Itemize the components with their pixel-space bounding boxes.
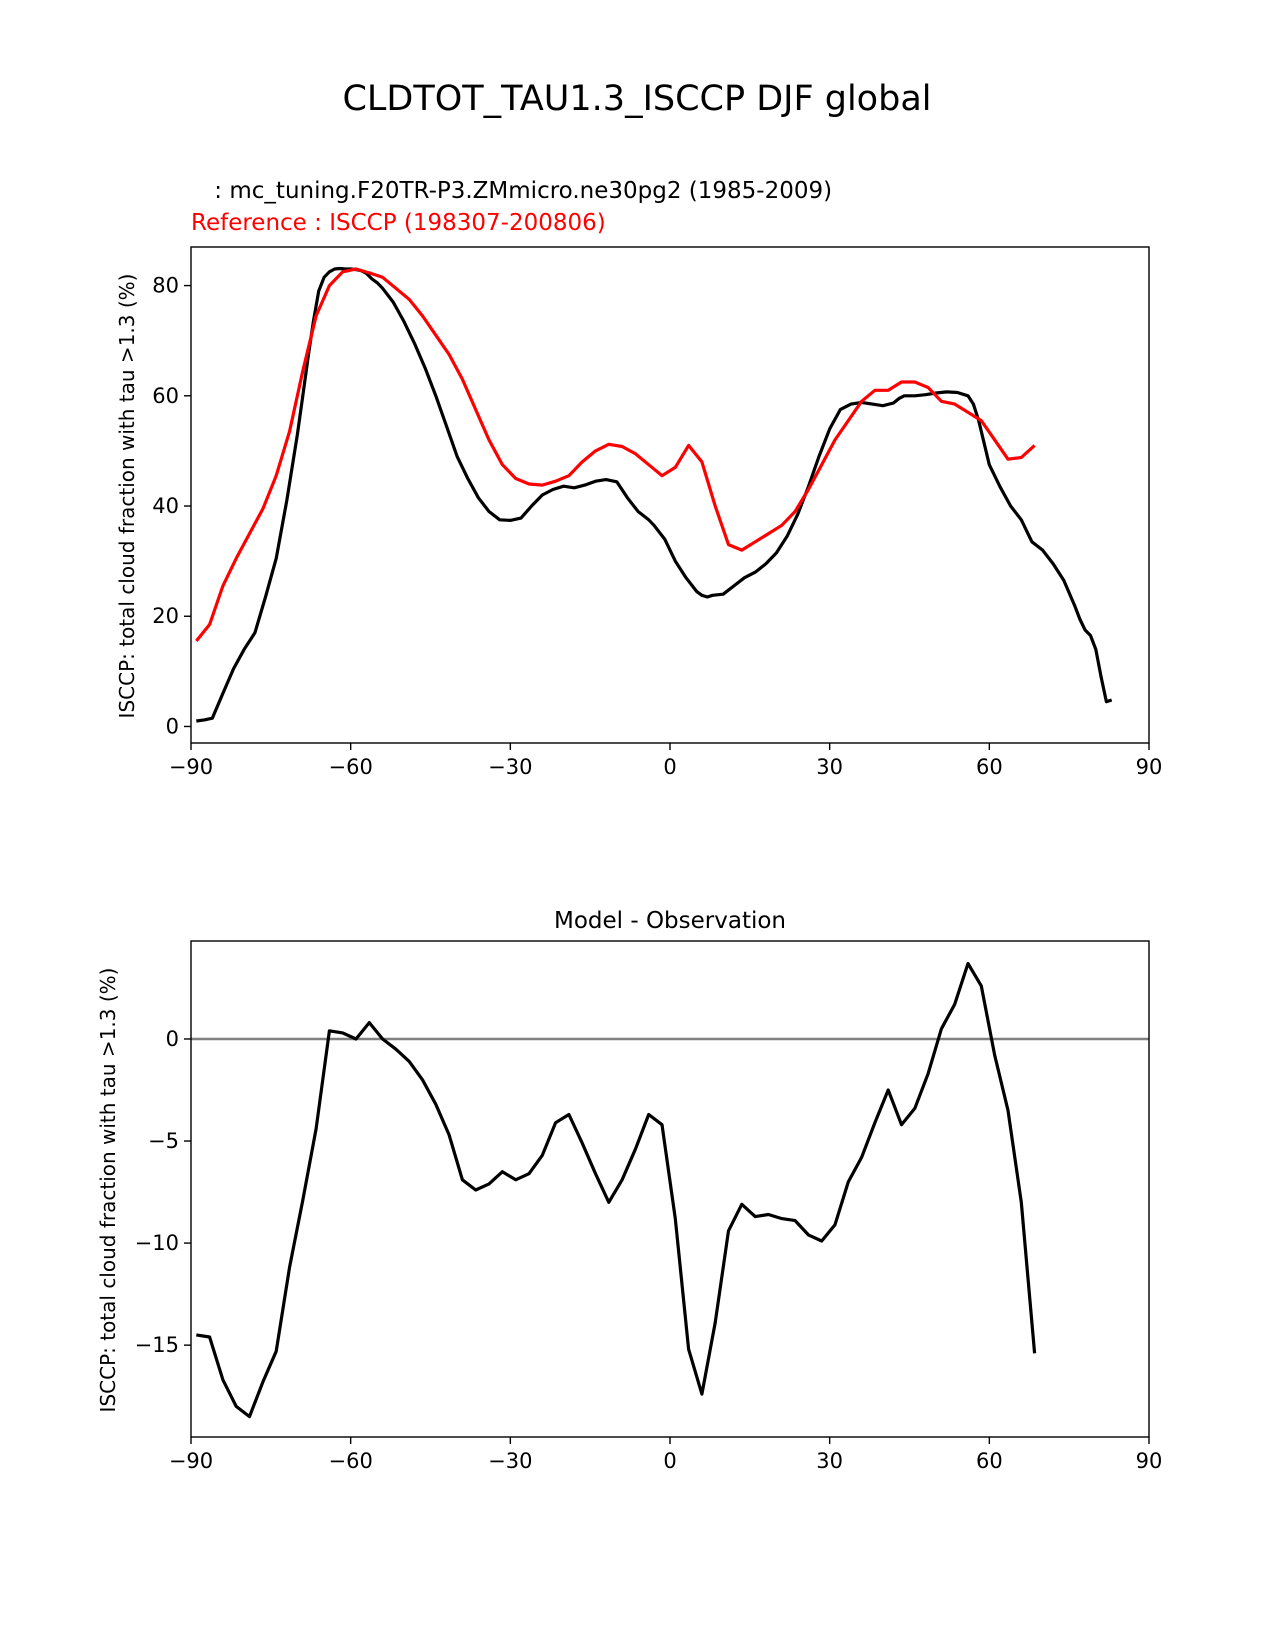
- bottom-chart: Model - Observation ISCCP: total cloud f…: [96, 908, 1162, 1473]
- y-tick-label: −10: [135, 1231, 179, 1255]
- x-tick-label: −30: [488, 1449, 532, 1473]
- top-chart: : mc_tuning.F20TR-P3.ZMmicro.ne30pg2 (19…: [115, 178, 1162, 779]
- test-dataset-label: : mc_tuning.F20TR-P3.ZMmicro.ne30pg2 (19…: [207, 178, 832, 204]
- x-tick-label: −60: [329, 755, 373, 779]
- difference-series-line: [196, 961, 1037, 1419]
- y-tick-label: 40: [152, 494, 179, 518]
- reference-dataset-label: Reference : ISCCP (198307-200806): [191, 210, 606, 236]
- reference-series-line: [195, 267, 1036, 643]
- x-tick-label: 30: [816, 755, 843, 779]
- bottom-y-axis-label: ISCCP: total cloud fraction with tau >1.…: [96, 968, 120, 1413]
- y-tick-label: 80: [152, 274, 179, 298]
- y-tick-label: 0: [166, 714, 179, 738]
- x-tick-label: −90: [169, 755, 213, 779]
- x-tick-label: 60: [976, 755, 1003, 779]
- figure-title: CLDTOT_TAU1.3_ISCCP DJF global: [342, 79, 931, 119]
- y-tick-label: −15: [135, 1333, 179, 1357]
- top-plot-area: −90 −60 −30 0 30 60 90 0 20 40 60 80: [152, 266, 1163, 779]
- x-tick-label: 0: [663, 1449, 676, 1473]
- y-tick-label: −5: [148, 1129, 179, 1153]
- difference-plot-title: Model - Observation: [554, 908, 786, 934]
- y-tick-label: 0: [166, 1027, 179, 1051]
- top-y-axis-label: ISCCP: total cloud fraction with tau >1.…: [115, 274, 139, 719]
- y-tick-label: 60: [152, 384, 179, 408]
- x-tick-label: −60: [329, 1449, 373, 1473]
- x-tick-label: −30: [488, 755, 532, 779]
- x-tick-label: 60: [976, 1449, 1003, 1473]
- bottom-axes-frame: [190, 940, 1150, 1438]
- y-tick-label: 20: [152, 604, 179, 628]
- x-tick-label: 90: [1136, 755, 1163, 779]
- bottom-plot-area: −90 −60 −30 0 30 60 90 −15 −10 −5 0: [135, 961, 1163, 1473]
- x-tick-label: 0: [663, 755, 676, 779]
- x-tick-label: −90: [169, 1449, 213, 1473]
- x-tick-label: 30: [816, 1449, 843, 1473]
- x-tick-label: 90: [1136, 1449, 1163, 1473]
- top-axes-frame: [190, 246, 1150, 744]
